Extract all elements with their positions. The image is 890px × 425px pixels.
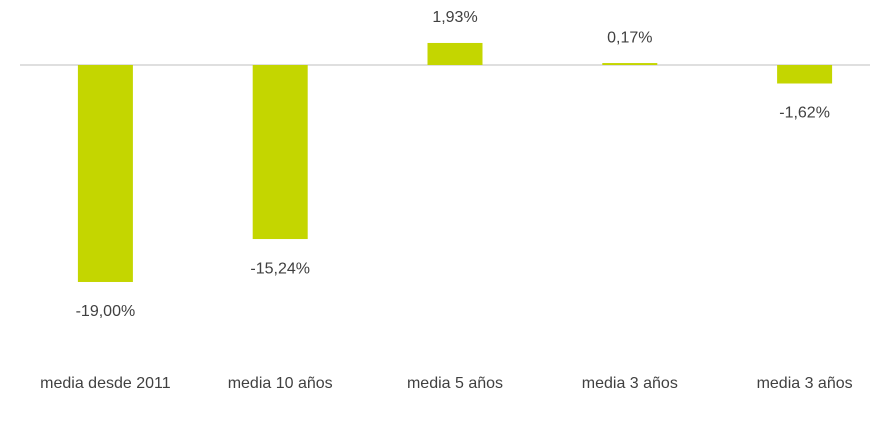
data-label: 1,93% — [432, 9, 477, 26]
x-tick-label: media desde 2011 — [40, 375, 171, 392]
bar — [602, 63, 658, 65]
bar — [777, 65, 833, 84]
x-tick-label: media 5 años — [406, 375, 504, 392]
data-label: -19,00% — [76, 303, 136, 320]
data-label: 0,17% — [607, 29, 652, 46]
bar — [252, 65, 308, 240]
data-label: -15,24% — [250, 260, 310, 277]
x-tick-label: media 3 años — [756, 375, 853, 392]
x-tick-label: media 3 años — [581, 375, 678, 392]
data-label: -1,62% — [779, 105, 830, 122]
bar — [427, 42, 483, 65]
x-tick-label: media 10 años — [227, 375, 333, 392]
bar — [77, 65, 133, 282]
